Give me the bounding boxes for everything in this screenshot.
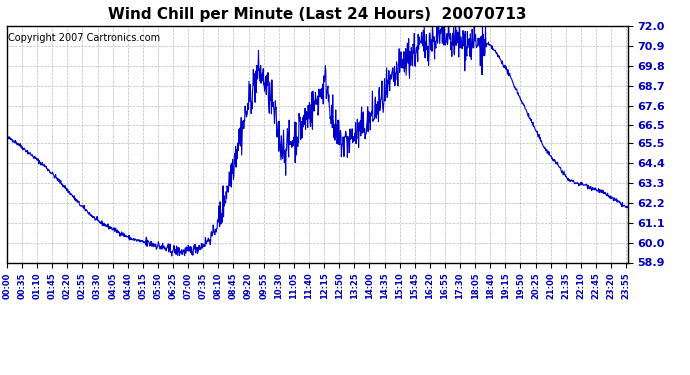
Text: Copyright 2007 Cartronics.com: Copyright 2007 Cartronics.com [8,33,160,44]
Title: Wind Chill per Minute (Last 24 Hours)  20070713: Wind Chill per Minute (Last 24 Hours) 20… [108,7,526,22]
